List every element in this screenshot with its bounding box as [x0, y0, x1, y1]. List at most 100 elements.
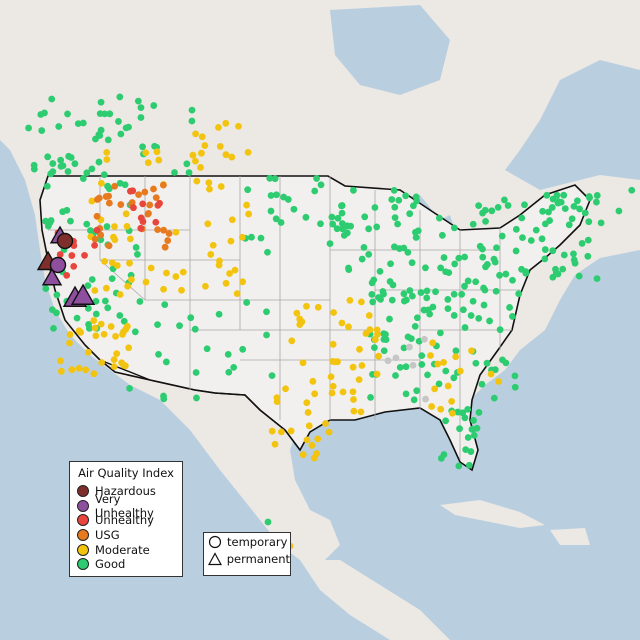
monitor-marker — [56, 251, 64, 258]
monitor-marker — [151, 142, 158, 150]
monitor-marker — [268, 372, 276, 380]
monitor-marker — [83, 169, 91, 177]
monitor-marker — [154, 226, 161, 234]
monitor-marker — [456, 367, 464, 375]
monitor-marker — [375, 352, 383, 360]
monitor-marker — [126, 384, 133, 392]
monitor-marker — [97, 231, 104, 239]
monitor-marker — [90, 317, 98, 324]
monitor-marker — [490, 394, 498, 402]
monitor-marker — [124, 282, 132, 290]
monitor-marker — [126, 259, 133, 267]
monitor-marker — [405, 343, 413, 351]
monitor-marker — [207, 251, 215, 258]
monitor-marker — [193, 394, 200, 402]
monitor-marker — [91, 324, 99, 332]
monitor-marker — [461, 282, 468, 290]
monitor-marker — [116, 179, 124, 187]
monitor-marker — [222, 279, 230, 287]
monitor-marker — [187, 314, 195, 322]
monitor-marker — [314, 435, 322, 443]
us-mexico-border — [99, 359, 301, 451]
monitor-marker — [549, 247, 557, 255]
monitor-marker — [288, 337, 296, 345]
monitor-marker — [422, 395, 429, 403]
monitor-marker — [30, 165, 38, 173]
monitor-marker — [209, 241, 217, 249]
monitor-marker — [451, 260, 459, 268]
hazardous-swatch — [77, 485, 89, 498]
monitor-marker — [328, 213, 336, 221]
monitor-marker — [615, 207, 623, 215]
temporary-monitor-marker — [49, 256, 67, 274]
monitor-marker — [511, 372, 519, 380]
monitor-marker — [440, 359, 447, 366]
monitor-marker — [44, 222, 52, 230]
legend-item-very-unhealthy: Very Unhealthy — [70, 492, 182, 520]
monitor-marker — [107, 323, 115, 330]
monitor-marker — [68, 252, 76, 259]
monitor-marker — [518, 214, 526, 222]
monitor-marker — [84, 282, 92, 290]
monitor-marker — [365, 250, 373, 258]
monitor-marker — [55, 123, 63, 130]
monitor-marker — [470, 417, 477, 424]
monitor-marker — [204, 220, 212, 228]
hispaniola-land — [550, 528, 590, 545]
monitor-marker — [391, 203, 399, 211]
monitor-marker — [198, 133, 206, 141]
monitor-marker — [391, 214, 399, 222]
monitor-marker — [304, 409, 312, 416]
monitor-marker — [469, 220, 477, 228]
monitor-marker — [454, 408, 462, 416]
monitor-marker — [395, 196, 403, 204]
monitor-marker — [406, 287, 414, 294]
legend-title: Air Quality Index — [78, 466, 174, 480]
monitor-marker — [282, 385, 289, 393]
monitor-marker — [309, 377, 317, 385]
monitor-marker — [418, 352, 426, 360]
monitor-marker — [371, 336, 379, 343]
monitor-marker — [273, 398, 281, 405]
monitor-marker — [475, 314, 483, 322]
monitor-marker — [357, 298, 365, 306]
monitor-marker — [277, 428, 285, 436]
monitor-marker — [486, 317, 493, 325]
monitor-marker — [85, 324, 93, 332]
monitor-marker — [429, 339, 437, 347]
monitor-marker — [356, 345, 363, 353]
monitor-marker — [117, 130, 125, 138]
monitor-marker — [413, 387, 421, 395]
monitor-marker — [560, 191, 568, 199]
monitor-marker — [388, 196, 396, 203]
monitor-marker — [448, 397, 456, 405]
monitor-marker — [422, 264, 429, 272]
monitor-marker — [538, 235, 546, 243]
monitor-marker — [271, 175, 279, 183]
monitor-marker — [110, 356, 118, 364]
monitor-marker — [128, 276, 135, 284]
monitor-marker — [49, 168, 57, 176]
monitor-marker — [346, 296, 354, 304]
monitor-marker — [97, 98, 105, 106]
monitor-marker — [412, 193, 420, 201]
monitor-marker — [303, 399, 311, 407]
monitor-marker — [464, 405, 472, 413]
monitor-marker — [172, 273, 180, 280]
monitor-marker — [311, 187, 319, 195]
monitor-marker — [305, 422, 313, 430]
circle-icon — [208, 535, 222, 548]
monitor-marker — [79, 175, 87, 182]
monitor-marker — [479, 253, 487, 261]
monitor-marker — [548, 204, 556, 211]
monitor-marker — [376, 267, 384, 275]
monitor-marker — [467, 448, 475, 455]
monitor-marker — [155, 350, 162, 358]
monitor-marker — [482, 218, 489, 225]
gulf-of-mexico-water — [300, 410, 465, 500]
monitor-marker — [44, 153, 52, 161]
monitor-marker — [125, 344, 133, 352]
monitor-marker — [508, 313, 516, 320]
monitor-marker — [203, 345, 211, 353]
monitor-marker — [137, 224, 145, 232]
